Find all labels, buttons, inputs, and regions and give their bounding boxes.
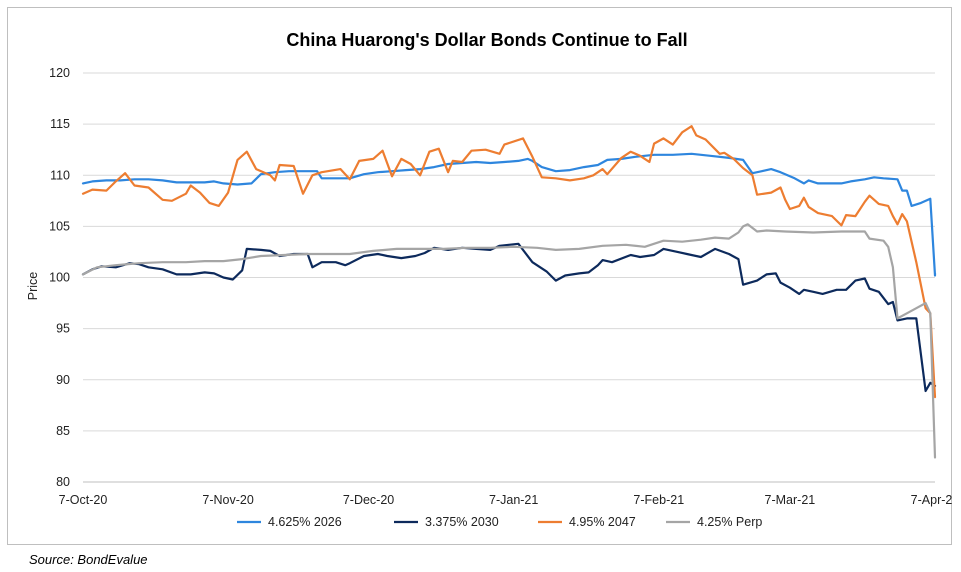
y-tick-label: 115	[50, 117, 70, 131]
line-chart: China Huarong's Dollar Bonds Continue to…	[26, 30, 953, 529]
legend-item: 4.625% 2026	[237, 515, 342, 529]
y-tick-label: 120	[49, 66, 70, 80]
gridlines	[83, 72, 935, 483]
y-axis-ticks: 80 85 90 95 100 105 110 115 120	[49, 66, 70, 489]
legend-label: 3.375% 2030	[425, 515, 499, 529]
y-tick-label: 80	[56, 475, 70, 489]
x-tick-label: 7-Jan-21	[489, 493, 538, 507]
y-tick-label: 105	[49, 219, 70, 233]
y-tick-label: 90	[56, 373, 70, 387]
legend-label: 4.625% 2026	[268, 515, 342, 529]
legend-label: 4.95% 2047	[569, 515, 636, 529]
chart-frame: China Huarong's Dollar Bonds Continue to…	[7, 7, 953, 545]
y-tick-label: 85	[56, 424, 70, 438]
y-tick-label: 100	[49, 271, 70, 285]
series-line-3	[81, 125, 937, 399]
legend-item: 4.25% Perp	[666, 515, 762, 529]
series-line-1	[81, 152, 937, 277]
x-tick-label: 7-Mar-21	[765, 493, 816, 507]
x-tick-label: 7-Feb-21	[633, 493, 684, 507]
legend-item: 3.375% 2030	[394, 515, 499, 529]
x-axis-ticks: 7-Oct-20 7-Nov-20 7-Dec-20 7-Jan-21 7-Feb-21…	[59, 493, 953, 507]
y-tick-label: 110	[50, 168, 70, 182]
x-tick-label: 7-Oct-20	[59, 493, 108, 507]
x-tick-label: 7-Nov-20	[202, 493, 253, 507]
x-tick-label: 7-Dec-20	[343, 493, 394, 507]
legend-label: 4.25% Perp	[697, 515, 762, 529]
series-line-4	[81, 223, 937, 459]
series-line-2	[81, 242, 937, 393]
chart-title: China Huarong's Dollar Bonds Continue to…	[286, 30, 687, 50]
legend-item: 4.95% 2047	[538, 515, 636, 529]
legend: 4.625% 2026 3.375% 2030 4.95% 2047 4.25% Pe…	[237, 515, 762, 529]
x-tick-label: 7-Apr-21	[911, 493, 953, 507]
source-note: Source: BondEvalue	[29, 552, 148, 567]
series-lines	[81, 125, 937, 459]
y-axis-title: Price	[26, 272, 40, 301]
y-tick-label: 95	[56, 322, 70, 336]
